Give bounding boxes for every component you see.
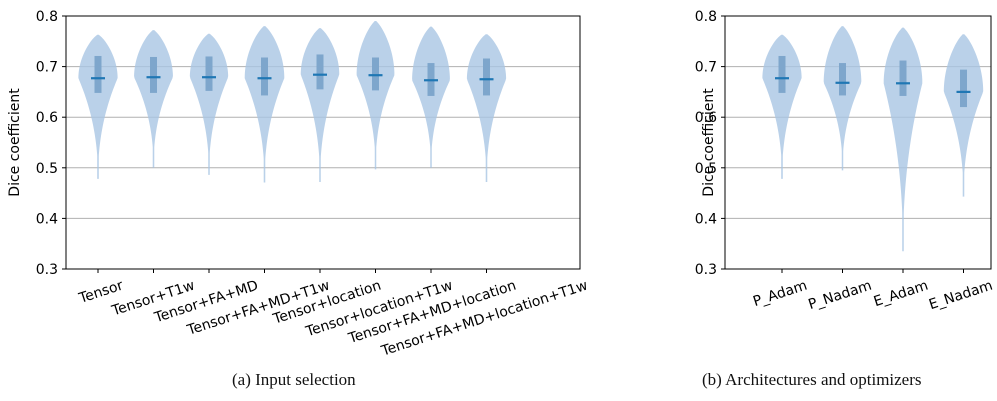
y-tick-label: 0.3 <box>36 262 58 278</box>
x-tick-label: P_Nadam <box>806 278 873 313</box>
iqr-bar <box>94 55 102 93</box>
violin-body <box>883 27 923 252</box>
iqr-bar <box>778 55 786 93</box>
y-axis-label: Dice coefficient <box>7 88 23 197</box>
y-tick-label: 0.8 <box>36 9 58 25</box>
y-tick-label: 0.5 <box>36 161 58 177</box>
iqr-bar <box>150 56 157 93</box>
violin-body <box>134 30 173 168</box>
iqr-bar <box>372 57 379 91</box>
iqr-bar <box>483 58 490 96</box>
iqr-bar <box>960 69 967 108</box>
violin-body <box>300 28 340 182</box>
y-tick-label: 0.4 <box>695 211 717 227</box>
violin-body <box>823 26 862 171</box>
y-tick-label: 0.3 <box>695 262 717 278</box>
violin-body <box>762 34 802 179</box>
y-tick-label: 0.8 <box>695 9 717 25</box>
y-tick-label: 0.7 <box>36 60 58 76</box>
x-tick-label: E_Adam <box>872 278 930 311</box>
iqr-bar <box>839 63 846 96</box>
x-tick-label: P_Adam <box>751 278 809 310</box>
violin-body <box>356 21 395 170</box>
iqr-bar <box>205 56 213 91</box>
iqr-bar <box>316 54 324 90</box>
y-tick-label: 0.6 <box>695 110 717 126</box>
violin-body <box>943 34 984 197</box>
plot-frame <box>724 15 992 270</box>
y-tick-label: 0.7 <box>695 60 717 76</box>
violin-body <box>189 33 229 175</box>
x-tick-label: E_Nadam <box>927 278 995 314</box>
violin-body <box>78 34 118 179</box>
y-tick-label: 0.6 <box>36 110 58 126</box>
caption-a: (a) Input selection <box>232 370 356 389</box>
violin-body <box>412 26 450 168</box>
iqr-bar <box>261 57 268 96</box>
plot-frame <box>65 15 581 270</box>
violin-body <box>466 34 507 182</box>
caption-b: (b) Architectures and optimizers <box>702 370 922 389</box>
chart-panel-b: 0.3 0.4 0.5 0.6 0.7 0.8 Dice coefficient P_Adam… <box>695 9 995 313</box>
y-axis-label: Dice coefficient <box>701 88 717 197</box>
y-tick-label: 0.5 <box>695 161 717 177</box>
y-tick-label: 0.4 <box>36 211 58 227</box>
violin-body <box>244 26 285 183</box>
iqr-bar <box>899 60 907 96</box>
